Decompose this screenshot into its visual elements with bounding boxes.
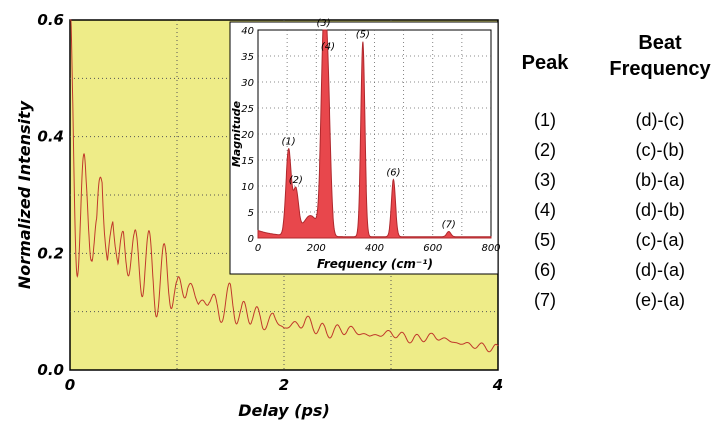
table-cell-peak: (1) <box>534 110 556 130</box>
inset-peak-label: (1) <box>281 137 295 148</box>
inset-peak-label: (3) <box>316 18 330 29</box>
inset-peak-label: (4) <box>321 42 335 53</box>
inset-y-tick-label: 40 <box>241 26 254 37</box>
table-cell-peak: (3) <box>534 170 556 190</box>
inset-y-axis-label: Magnitude <box>230 100 243 167</box>
table-cell-peak: (7) <box>534 290 556 310</box>
table-cell-beat: (d)-(b) <box>635 200 685 220</box>
inset-x-tick-label: 800 <box>481 243 500 254</box>
inset-x-tick-label: 200 <box>307 243 326 254</box>
table-cell-beat: (b)-(a) <box>635 170 685 190</box>
inset-x-tick-label: 400 <box>365 243 384 254</box>
inset-y-ticks: 0 5 10 15 20 25 30 35 40 <box>241 26 254 245</box>
inset-y-tick-label: 30 <box>241 78 254 89</box>
inset-peak-label: (6) <box>386 167 400 178</box>
inset-y-tick-label: 10 <box>241 182 254 193</box>
table-header-frequency: Frequency <box>609 58 711 80</box>
main-x-tick-label: 0 <box>65 376 75 394</box>
inset-peak-label: (7) <box>442 219 456 230</box>
main-y-axis-label: Normalized Intensity <box>15 100 34 289</box>
main-y-tick-label: 0.2 <box>37 244 64 262</box>
table-cell-peak: (2) <box>534 140 556 160</box>
inset-spectrum-area <box>257 29 492 239</box>
main-y-ticks: 0.0 0.2 0.4 0.6 <box>37 11 64 379</box>
inset-peak-label: (5) <box>356 30 370 41</box>
main-y-tick-label: 0.4 <box>37 128 64 146</box>
table-cell-beat: (d)-(a) <box>635 260 685 280</box>
inset-y-tick-label: 20 <box>241 130 254 141</box>
inset-y-tick-label: 25 <box>241 104 254 115</box>
main-x-tick-label: 2 <box>279 376 289 394</box>
inset-x-ticks: 0 200 400 600 800 <box>255 243 501 254</box>
inset-x-axis-label: Frequency (cm⁻¹) <box>317 257 433 271</box>
table-cell-beat: (c)-(a) <box>635 230 685 250</box>
inset-y-tick-label: 15 <box>241 156 254 167</box>
table-cell-beat: (c)-(b) <box>635 140 685 160</box>
inset-y-tick-label: 0 <box>248 234 254 245</box>
main-y-tick-label: 0.0 <box>37 361 64 379</box>
inset-y-tick-label: 5 <box>248 208 254 219</box>
table-cell-beat: (d)-(c) <box>635 110 685 130</box>
table-cell-beat: (e)-(a) <box>635 290 685 310</box>
table-header-beat: Beat <box>638 32 682 54</box>
main-x-axis-label: Delay (ps) <box>238 401 330 420</box>
table-cell-peak: (6) <box>534 260 556 280</box>
main-x-tick-label: 4 <box>492 376 503 394</box>
inset-x-tick-label: 0 <box>255 243 261 254</box>
table-cell-peak: (4) <box>534 200 556 220</box>
inset-x-tick-label: 600 <box>423 243 442 254</box>
inset-peak-labels: (1) (2) (3) (4) (5) (6) (7) <box>281 18 455 230</box>
inset-peak-label: (2) <box>289 175 303 186</box>
main-series-line <box>70 19 499 353</box>
inset-plot: (1) (2) (3) (4) (5) (6) (7) 0 5 10 15 20 25 30 35 40 0… <box>229 18 501 275</box>
table-cell-peak: (5) <box>534 230 556 250</box>
inset-grid <box>258 30 491 238</box>
table-header-peak: Peak <box>521 52 569 74</box>
main-y-tick-label: 0.6 <box>37 11 64 29</box>
main-x-ticks: 0 2 4 <box>65 376 503 394</box>
inset-y-tick-label: 35 <box>241 52 254 63</box>
